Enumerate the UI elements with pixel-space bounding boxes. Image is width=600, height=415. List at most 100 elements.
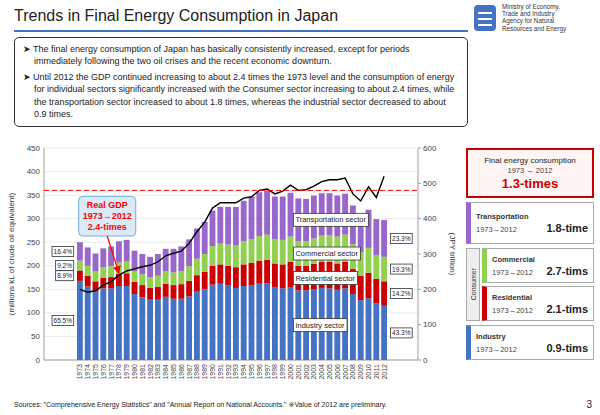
x-tick-label: 1990 — [209, 364, 216, 380]
logo-text: Trade and Industry — [502, 10, 555, 17]
bar — [350, 294, 356, 360]
x-tick-label: 1974 — [84, 364, 91, 380]
bar — [116, 286, 122, 360]
share-label-box — [391, 289, 413, 299]
share-label-box — [391, 264, 413, 274]
y-tick-label: 50 — [31, 332, 40, 341]
bar — [155, 287, 161, 300]
bar — [210, 266, 216, 285]
panel-row: 1973→20122.7-tims — [492, 265, 588, 277]
x-tick-label: 2002 — [303, 364, 310, 380]
y2-tick — [418, 218, 421, 219]
bar — [217, 284, 223, 360]
bar — [256, 261, 262, 284]
x-tick-label: 1996 — [256, 364, 263, 380]
sector-label: Transportation sector — [295, 215, 366, 224]
share-label-group: 23.3% — [391, 233, 413, 243]
share-label-group: 19.3% — [391, 264, 413, 274]
sector-label-box — [293, 272, 357, 285]
panel-ratio: 1.3-times — [502, 176, 558, 191]
bar — [249, 285, 255, 360]
bar — [233, 267, 239, 288]
plot-marks — [44, 176, 418, 360]
x-tick-label: 1978 — [115, 364, 122, 380]
y2-tick-label: 0 — [423, 356, 428, 365]
bar — [171, 299, 177, 360]
bar — [108, 288, 114, 360]
share-label-box — [52, 315, 74, 325]
x-tick-label: 1987 — [186, 364, 193, 380]
panel-ratio: 2.1-tims — [546, 303, 588, 315]
bar — [288, 193, 294, 237]
bar — [186, 296, 192, 360]
bar — [264, 260, 270, 284]
x-tick-label: 1992 — [225, 364, 232, 380]
panel-box: Final energy consumption1973 → 20121.3-t… — [466, 148, 594, 198]
logo-text: Resources and Energy — [502, 25, 566, 32]
y2-tick-label: 300 — [423, 250, 437, 259]
bar — [249, 197, 255, 239]
bar — [233, 207, 239, 246]
y2-tick — [418, 324, 421, 325]
x-tick-label: 2010 — [365, 364, 372, 380]
bar — [194, 292, 200, 360]
bar — [139, 285, 145, 297]
y2-tick-label: 100 — [423, 320, 437, 329]
bar — [163, 249, 169, 272]
y-axis-line — [44, 148, 45, 360]
bar — [381, 281, 387, 305]
x-tick-label: 2000 — [287, 364, 294, 380]
y2-tick-label: 500 — [423, 179, 437, 188]
panel-ratio: 1.8-time — [546, 222, 588, 234]
grid-line — [44, 148, 418, 149]
notes-box: ➤ The final energy consumption of Japan … — [14, 37, 468, 127]
y-tick-label: 450 — [27, 144, 41, 153]
panel-period: 1973→2012 — [476, 225, 517, 234]
bar — [225, 266, 231, 286]
sector-label-group: Transportation sector — [293, 213, 368, 226]
panel-group-label: Consumer — [470, 268, 477, 300]
bar — [381, 220, 387, 257]
sector-label-box — [293, 319, 347, 332]
panel-row: 1973→2012 1.8-time — [476, 222, 588, 234]
panel: Final energy consumption1973 → 20121.3-t… — [466, 148, 594, 360]
bar — [264, 235, 270, 260]
bar — [186, 266, 192, 281]
panel-label: Transportation — [476, 212, 588, 221]
bar — [202, 289, 208, 360]
gdp-callout-line: 1973→2012 — [83, 211, 132, 221]
bar — [225, 286, 231, 360]
bar — [132, 271, 138, 282]
x-tick-label: 2003 — [310, 364, 317, 380]
bar — [256, 192, 262, 236]
y-axis-title: (millions kL of crude oil equivalent) — [7, 192, 16, 315]
bar — [194, 275, 200, 291]
bar — [186, 281, 192, 297]
panel-ratio: 0.9-tims — [546, 342, 588, 354]
bar — [93, 271, 99, 281]
bar — [147, 288, 153, 300]
bar — [288, 237, 294, 262]
bar — [264, 190, 270, 234]
panel-group-strip: Consumer — [466, 248, 480, 321]
x-tick-label: 1991 — [217, 364, 224, 380]
bar — [233, 288, 239, 360]
y2-tick — [418, 148, 421, 149]
panel-row: 1973→20120.9-tims — [476, 342, 588, 354]
bar — [93, 254, 99, 272]
y-tick-label: 200 — [27, 261, 41, 270]
sector-label: Residential sector — [295, 274, 355, 283]
share-label: 65.5% — [54, 317, 73, 324]
bar — [85, 247, 91, 265]
bar — [124, 286, 130, 360]
bar — [139, 297, 145, 360]
share-label: 19.3% — [392, 266, 411, 273]
bar — [178, 271, 184, 284]
bar — [366, 273, 372, 298]
y-tick-label: 400 — [27, 167, 41, 176]
bar — [178, 299, 184, 360]
bar — [178, 246, 184, 270]
gdp-callout: Real GDP1973→20122.4-times — [83, 200, 132, 232]
bar — [163, 297, 169, 360]
panel-group-boxes: Commercial1973→20122.7-timsResidential19… — [482, 248, 594, 321]
